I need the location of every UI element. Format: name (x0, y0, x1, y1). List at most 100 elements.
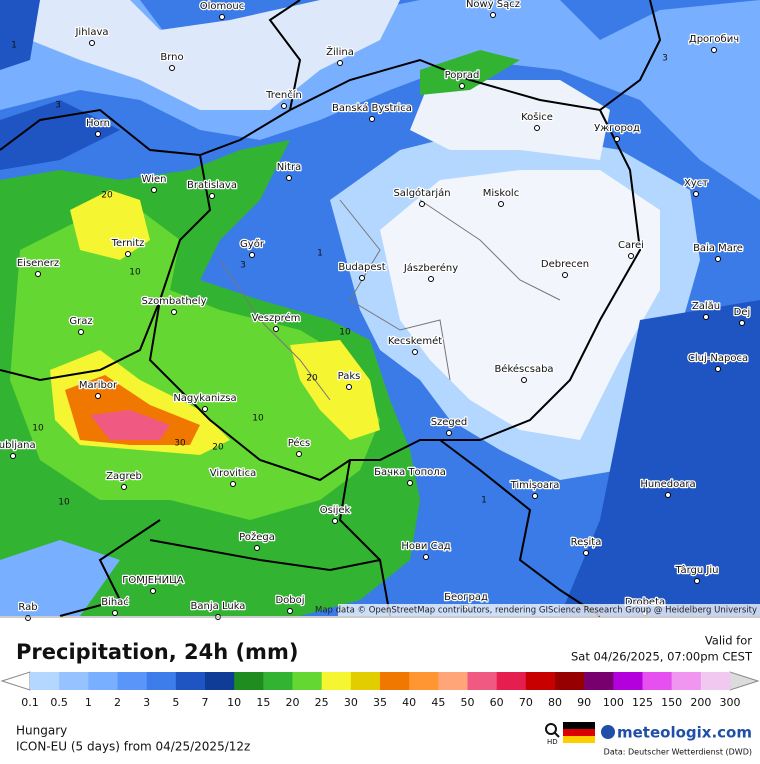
city-dot (459, 83, 465, 89)
precip-area (380, 170, 660, 440)
legend-label: 150 (661, 696, 682, 709)
city-label: Brno (160, 52, 183, 63)
city-dot (95, 393, 101, 399)
city-label: Győr (240, 238, 265, 250)
city-label: Košice (521, 111, 553, 123)
city-label: Banská Bystrica (332, 102, 412, 114)
city-label: Salgótarján (393, 187, 450, 199)
city-label: Szombathely (141, 296, 206, 307)
city-label: Paks (338, 371, 361, 382)
legend-swatch (467, 672, 498, 690)
city-dot (693, 191, 699, 197)
region-borders (219, 199, 561, 401)
city-labels: Olomouc Nowy Sącz Jihlava Дрогобич Brno Žilin… (0, 0, 752, 621)
legend-swatch (175, 672, 206, 690)
city-dot (281, 103, 287, 109)
city-label: Reșița (571, 537, 602, 548)
legend-arrow-high (729, 671, 760, 691)
legend-label: 25 (315, 696, 329, 709)
city-label: Бачка Топола (374, 467, 446, 478)
city-dot (35, 271, 41, 277)
city-dot (711, 47, 717, 53)
valid-label: Valid for (705, 634, 752, 648)
city-dot (209, 193, 215, 199)
precip-area (420, 50, 520, 95)
contour-label: 10 (58, 498, 70, 508)
city-label: Debrecen (541, 259, 589, 270)
legend-label: 50 (461, 696, 475, 709)
legend-swatch (438, 672, 468, 690)
legend-swatch (146, 672, 177, 690)
legend-swatch (321, 672, 352, 690)
legend-swatch (88, 672, 118, 690)
city-dot (249, 252, 255, 258)
city-dot (78, 329, 84, 335)
legend-label: 0.1 (21, 696, 39, 709)
city-dot (665, 492, 671, 498)
city-label: Нови Сад (401, 541, 450, 552)
city-dot (412, 349, 418, 355)
legend-arrow-low (0, 671, 31, 691)
city-dot (25, 615, 31, 621)
city-dot (628, 253, 634, 259)
country-borders (0, 0, 662, 617)
precip-area (410, 80, 610, 160)
city-dot (583, 550, 589, 556)
city-label: Kecskemét (388, 335, 442, 347)
legend-label: 1 (85, 696, 92, 709)
city-label: Pécs (288, 437, 311, 449)
city-label: Хуст (684, 178, 708, 189)
legend-swatch (496, 672, 527, 690)
legend: 0.1 0.5 1 2 3 5 7 10 15 20 25 30 35 40 45 50 60 70 80 90 100… (0, 671, 760, 709)
city-dot (490, 12, 496, 18)
city-label: Ternitz (111, 238, 145, 249)
city-dot (332, 518, 338, 524)
city-dot (171, 309, 177, 315)
legend-label: 80 (548, 696, 562, 709)
city-dot (521, 377, 527, 383)
city-label: Olomouc (200, 1, 244, 12)
contour-label: 30 (174, 439, 186, 449)
city-label: Zagreb (106, 471, 142, 482)
legend-label: 30 (344, 696, 358, 709)
region: Hungary (16, 724, 67, 738)
contour-label: 3 (55, 101, 61, 111)
brand-logo (601, 725, 615, 739)
legend-label: 300 (720, 696, 741, 709)
precip-area (90, 410, 170, 440)
contour-labels: 20 10 20 10 30 20 10 10 3 1 3 1 1 3 10 (11, 41, 668, 508)
contour-label: 10 (129, 268, 141, 278)
city-label: Budapest (338, 262, 385, 273)
city-label: ГОМЈЕНИЦА (122, 575, 184, 586)
city-label: Ужгород (594, 123, 640, 134)
city-dot (715, 256, 721, 262)
precip-area (290, 340, 380, 440)
legend-label: 125 (632, 696, 653, 709)
search-icon (545, 723, 557, 735)
city-label: Wien (142, 174, 167, 185)
legend-swatch (350, 672, 381, 690)
model: ICON-EU (5 days) from 04/25/2025/12z (16, 740, 250, 754)
city-dot (337, 60, 343, 66)
city-label: Szeged (431, 417, 468, 428)
title: Precipitation, 24h (mm) (16, 640, 298, 664)
city-dot (95, 131, 101, 137)
contour-label: 1 (481, 496, 487, 506)
city-label: Doboj (275, 595, 304, 606)
legend-swatch (234, 672, 264, 690)
city-dot (346, 384, 352, 390)
precip-area (0, 0, 40, 70)
city-dot (151, 187, 157, 193)
city-label: Дрогобич (689, 34, 739, 45)
contour-label: 1 (11, 41, 17, 51)
legend-label: 90 (577, 696, 591, 709)
city-dot (369, 116, 375, 122)
city-label: Miskolc (483, 188, 519, 199)
city-dot (419, 201, 425, 207)
legend-swatch (555, 672, 585, 690)
city-label: Timișoara (510, 480, 560, 491)
flag (563, 722, 595, 729)
legend-label: 7 (202, 696, 209, 709)
city-dot (715, 366, 721, 372)
